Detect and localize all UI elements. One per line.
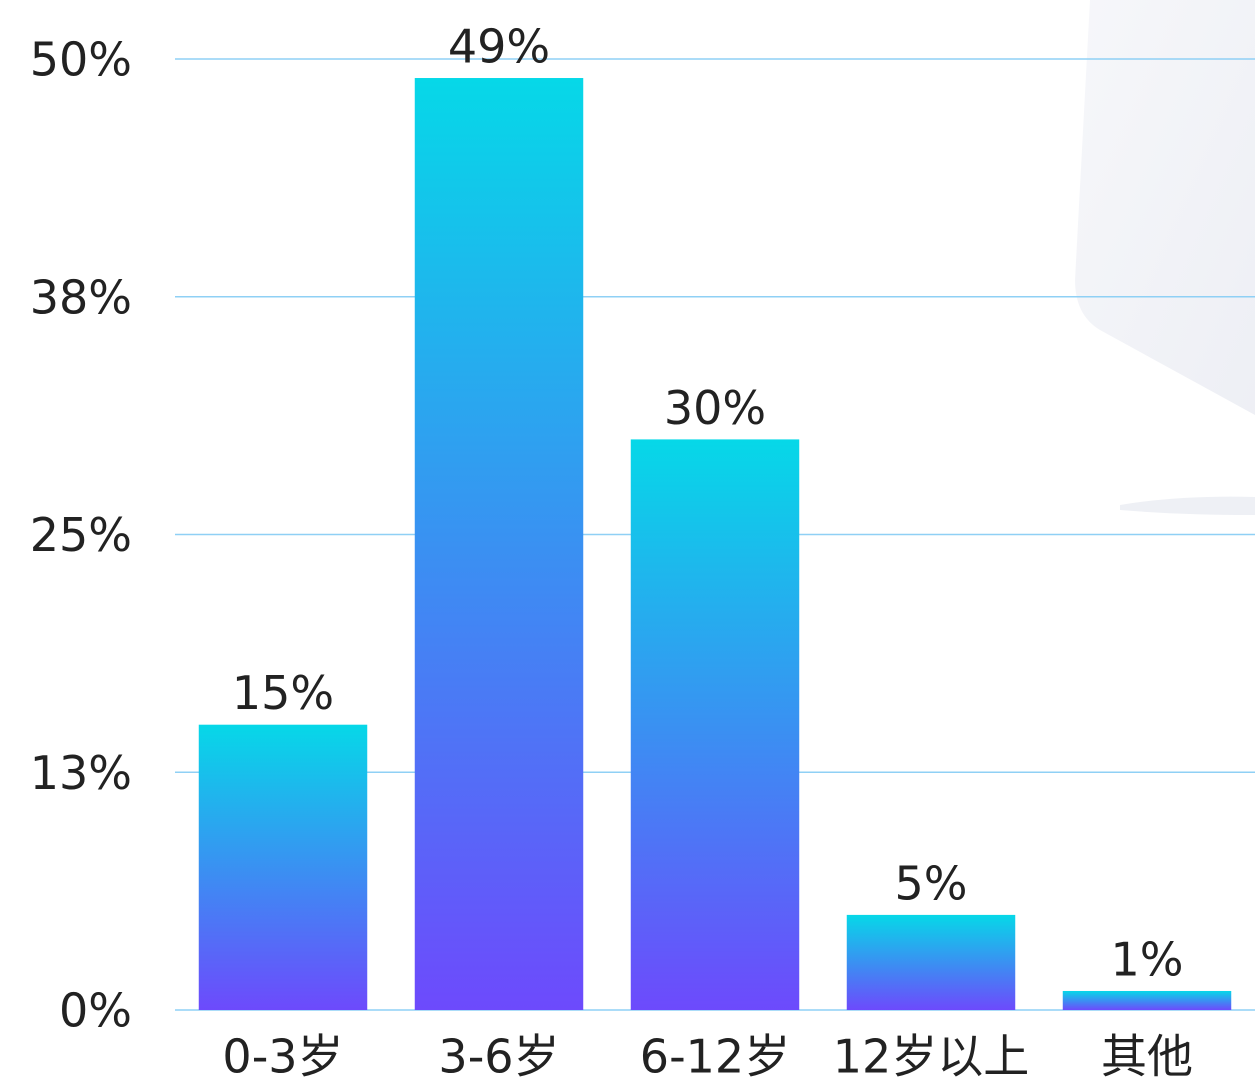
value-label: 1% [1111,932,1184,986]
value-label: 5% [895,856,968,910]
value-label: 15% [232,666,334,720]
y-tick-label: 25% [30,508,132,562]
y-tick-label: 0% [59,984,132,1038]
x-tick-label: 6-12岁 [640,1030,790,1084]
x-tick-label: 3-6岁 [438,1030,559,1084]
bar [630,439,800,1010]
value-label: 30% [664,381,766,435]
bar [414,78,584,1010]
value-label: 49% [448,20,550,74]
x-tick-label: 其他 [1101,1030,1193,1084]
x-tick-label: 0-3岁 [222,1030,343,1084]
background-decoration [1075,0,1255,515]
bar [1062,990,1232,1010]
bar [198,724,368,1010]
y-tick-label: 38% [30,270,132,324]
x-tick-label: 12岁以上 [833,1030,1030,1084]
y-tick-label: 50% [30,33,132,87]
y-tick-label: 13% [30,746,132,800]
bar [846,914,1016,1010]
